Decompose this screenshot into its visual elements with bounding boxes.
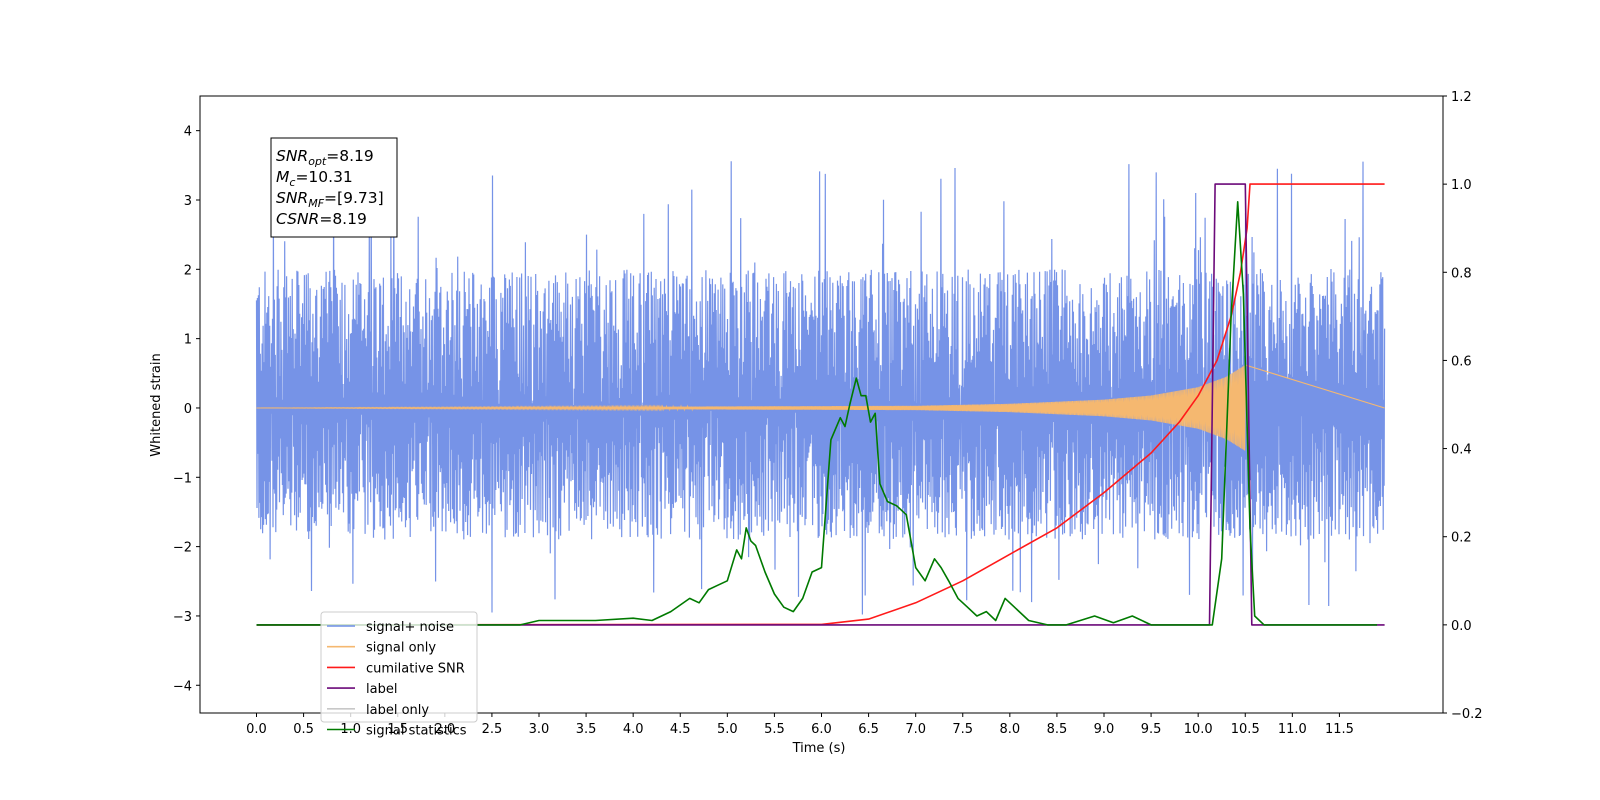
x-tick-label: 3.0: [529, 722, 550, 737]
x-tick-label: 4.5: [670, 722, 691, 737]
y-tick-label: −2: [173, 541, 192, 556]
x-tick-label: 10.5: [1231, 722, 1260, 737]
x-tick-label: 7.5: [952, 722, 973, 737]
x-tick-label: 10.0: [1184, 722, 1213, 737]
x-tick-label: 4.0: [623, 722, 644, 737]
y-tick-label: −3: [173, 610, 192, 625]
y-tick-label: −1: [173, 471, 192, 486]
x-tick-label: 8.5: [1047, 722, 1068, 737]
x-tick-label: 9.5: [1141, 722, 1162, 737]
y2-tick-label: 1.2: [1451, 90, 1472, 105]
x-tick-label: 2.0: [434, 722, 455, 737]
x-tick-label: 5.0: [717, 722, 738, 737]
x-tick-label: 11.0: [1278, 722, 1307, 737]
y2-tick-label: 0.4: [1451, 443, 1472, 458]
x-tick-label: 2.5: [482, 722, 503, 737]
x-tick-label: 8.0: [999, 722, 1020, 737]
legend: signal+ noise signal only cumilative SNR la…: [320, 611, 478, 739]
y-tick-label: 3: [184, 194, 192, 209]
y-tick-label: 2: [184, 263, 192, 278]
legend-label: label: [366, 682, 397, 697]
y2-tick-label: 1.0: [1451, 178, 1472, 193]
series-cumilative-snr: [256, 183, 1385, 626]
x-axis-label: Time (s): [792, 741, 846, 756]
y2-tick-label: 0.2: [1451, 531, 1472, 546]
x-tick-label: 7.0: [905, 722, 926, 737]
y2-tick-label: 0.6: [1451, 354, 1472, 369]
legend-label: signal only: [366, 641, 436, 656]
x-tick-label: 6.0: [811, 722, 832, 737]
x-tick-label: 1.5: [387, 722, 408, 737]
series-signal-statistics: [256, 201, 1378, 626]
x-tick-label: 0.5: [293, 722, 314, 737]
y-tick-label: 0: [184, 402, 192, 417]
annotation-line: SNRMF=[9.73]: [276, 189, 384, 210]
y-tick-label: −4: [173, 679, 192, 694]
annotation-line: Mc=10.31: [276, 168, 353, 189]
x-tick-label: 6.5: [858, 722, 879, 737]
y-tick-label: 1: [184, 333, 192, 348]
x-tick-label: 0.0: [246, 722, 267, 737]
y2-tick-label: 0.0: [1451, 619, 1472, 634]
y-tick-label: 4: [184, 125, 192, 140]
x-tick-label: 11.5: [1325, 722, 1354, 737]
y-axis-label: Whitened strain: [149, 353, 164, 456]
x-tick-label: 5.5: [764, 722, 785, 737]
legend-label: signal statistics: [366, 724, 467, 739]
annotation-line: CSNR=8.19: [276, 210, 367, 228]
legend-label: cumilative SNR: [366, 661, 465, 676]
legend-label: label only: [366, 703, 429, 718]
x-tick-label: 9.0: [1094, 722, 1115, 737]
series-signal-only: [256, 364, 1385, 451]
series-signal-noise: [255, 161, 1386, 615]
y2-tick-label: −0.2: [1451, 707, 1483, 722]
x-tick-label: 3.5: [576, 722, 597, 737]
legend-label: signal+ noise: [366, 620, 454, 635]
annotation-line: SNRopt=8.19: [276, 147, 374, 168]
y2-tick-label: 0.8: [1451, 266, 1472, 281]
